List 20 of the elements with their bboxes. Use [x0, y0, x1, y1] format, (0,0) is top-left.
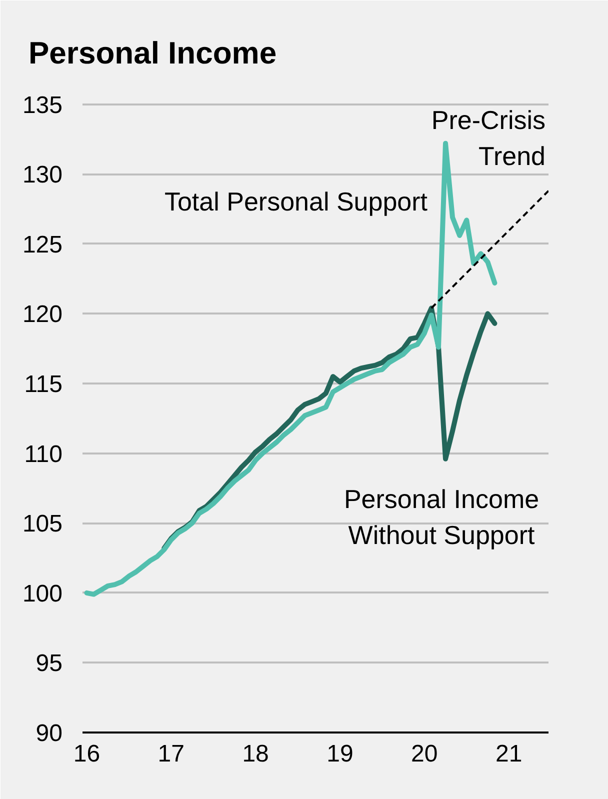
y-tick-label: 90 — [36, 720, 63, 747]
y-tick-label: 105 — [22, 510, 63, 538]
series-label: Total Personal Support — [164, 186, 428, 216]
y-tick-label: 120 — [22, 301, 63, 328]
y-tick-label: 135 — [22, 92, 63, 119]
y-tick-label: 95 — [36, 650, 63, 678]
x-tick-label: 17 — [158, 740, 184, 768]
text: Personal Income Without Support — [344, 484, 540, 550]
y-tick-label: 130 — [22, 162, 63, 189]
y-tick-label: 100 — [22, 580, 63, 608]
x-tick-label: 18 — [242, 740, 269, 768]
x-tick-label: 19 — [326, 740, 354, 768]
x-tick-label: 21 — [495, 740, 522, 768]
series-label: Pre-Crisis Trend — [431, 104, 546, 171]
y-tick-label: 115 — [24, 370, 63, 398]
y-tick-label: 125 — [22, 231, 63, 258]
y-tick-label: 110 — [24, 440, 63, 468]
chart-title: Personal Income — [28, 36, 277, 70]
x-tick-label: 16 — [73, 740, 100, 768]
x-tick-label: 20 — [411, 740, 438, 768]
